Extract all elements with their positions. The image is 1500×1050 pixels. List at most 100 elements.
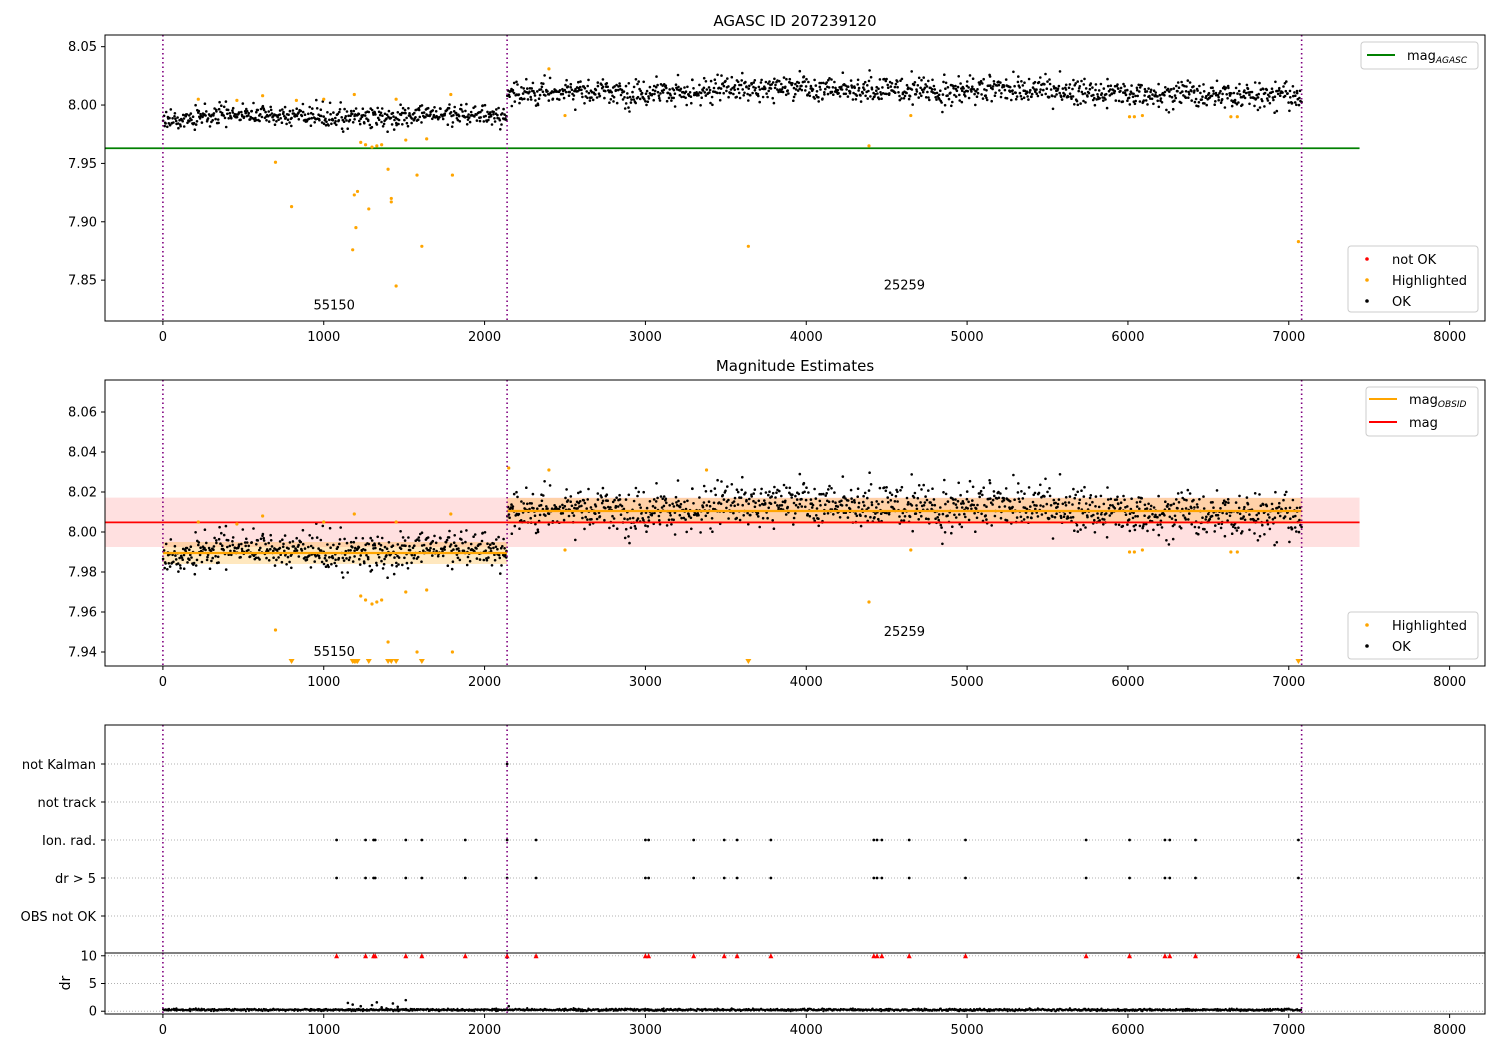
agasc-ok-point (273, 123, 277, 126)
agasc-xtick-label: 3000 (629, 330, 662, 345)
agasc-ok-point (1202, 83, 1205, 86)
agasc-ok-point (416, 118, 420, 121)
estimates-ok-point (482, 558, 486, 562)
agasc-ok-point (683, 86, 686, 89)
agasc-ok-point (662, 88, 666, 92)
agasc-ok-point (590, 96, 593, 99)
estimates-ok-point (962, 502, 965, 505)
estimates-ok-point (922, 504, 926, 507)
agasc-ok-point (540, 85, 544, 89)
agasc-ok-point (845, 88, 848, 91)
agasc-ok-point (668, 88, 671, 91)
agasc-ok-point (1205, 103, 1208, 107)
estimates-ok-point (422, 549, 425, 552)
estimates-ok-point (682, 516, 686, 520)
agasc-ok-point (226, 112, 229, 116)
estimates-ok-point (495, 538, 498, 541)
estimates-ok-point (243, 541, 247, 544)
estimates-ok-point (281, 545, 285, 549)
agasc-ok-point (330, 122, 333, 126)
agasc-ok-point (629, 101, 633, 104)
agasc-ok-point (1018, 91, 1022, 95)
estimates-ok-point (628, 541, 631, 545)
agasc-ok-point (1190, 89, 1193, 93)
agasc-ok-point (1074, 82, 1077, 85)
agasc-ok-point (310, 116, 314, 120)
agasc-ok-point (1044, 72, 1047, 76)
agasc-ok-point (732, 92, 735, 96)
flags-point (722, 838, 726, 842)
agasc-ok-point (431, 117, 434, 121)
agasc-ok-point (726, 77, 729, 80)
flags-point (735, 876, 739, 880)
estimates-ok-point (231, 540, 234, 543)
estimates-ok-point (1149, 504, 1153, 508)
agasc-ok-point (757, 94, 760, 98)
estimates-ok-point (1237, 506, 1241, 510)
dr-point (633, 1007, 636, 1011)
agasc-ok-point (473, 115, 476, 118)
estimates-ok-point (288, 560, 291, 564)
agasc-ok-point (390, 123, 394, 126)
estimates-ok-point (1056, 505, 1059, 509)
agasc-ok-point (1278, 86, 1281, 90)
agasc-ok-point (888, 80, 892, 84)
agasc-ok-point (465, 123, 469, 126)
estimates-ok-point (1096, 512, 1099, 515)
estimates-ok-point (1300, 525, 1303, 529)
estimates-ok-point (1207, 512, 1210, 516)
estimates-ok-point (642, 518, 645, 522)
agasc-ok-point (658, 99, 662, 102)
estimates-ok-point (391, 544, 395, 547)
estimates-ok-point (849, 488, 853, 492)
estimates-ok-point (469, 542, 473, 546)
agasc-ok-point (688, 91, 692, 94)
estimates-ok-point (636, 517, 640, 520)
agasc-ok-point (780, 82, 783, 86)
dr-point (695, 1009, 698, 1013)
estimates-ok-point (1288, 506, 1292, 510)
agasc-ok-point (567, 94, 571, 97)
agasc-ok-point (631, 90, 634, 94)
agasc-ok-point (604, 89, 607, 93)
estimates-ok-point (396, 543, 400, 546)
estimates-ok-point (642, 490, 645, 494)
agasc-ok-point (452, 110, 456, 113)
estimates-ok-point (886, 501, 890, 504)
agasc-xtick-label: 6000 (1111, 330, 1144, 345)
estimates-ok-point (309, 544, 313, 548)
estimates-ok-point (392, 572, 396, 576)
estimates-ok-point (515, 490, 518, 494)
agasc-ok-point (965, 80, 969, 83)
estimates-ok-point (932, 498, 936, 501)
estimates-ok-point (946, 514, 949, 517)
agasc-ok-point (1051, 94, 1054, 98)
estimates-ok-point (1175, 498, 1178, 501)
agasc-ok-point (459, 103, 463, 107)
estimates-ok-point (717, 501, 721, 504)
agasc-ok-point (597, 92, 601, 95)
agasc-ok-point (335, 123, 338, 127)
agasc-ok-point (395, 121, 398, 125)
flags-point (404, 838, 408, 842)
agasc-ok-point (743, 91, 746, 95)
agasc-ok-point (824, 87, 827, 91)
agasc-ok-point (247, 111, 250, 115)
estimates-ok-point (775, 491, 778, 495)
agasc-ok-point (659, 92, 662, 95)
agasc-ok-point (672, 96, 675, 100)
estimates-ok-point (1248, 513, 1251, 516)
estimates-ok-point (510, 503, 513, 506)
estimates-ok-point (410, 553, 414, 557)
estimates-ok-point (456, 556, 460, 560)
estimates-ok-point (354, 546, 357, 550)
agasc-ok-point (899, 79, 902, 82)
agasc-ok-point (796, 89, 800, 92)
estimates-ok-point (182, 567, 186, 570)
estimates-out-of-range-marker (354, 659, 361, 664)
agasc-ok-point (767, 89, 770, 93)
agasc-ok-point (1027, 98, 1030, 101)
estimates-ok-point (507, 513, 511, 516)
agasc-ok-point (1248, 93, 1251, 97)
estimates-ok-point (854, 512, 857, 515)
